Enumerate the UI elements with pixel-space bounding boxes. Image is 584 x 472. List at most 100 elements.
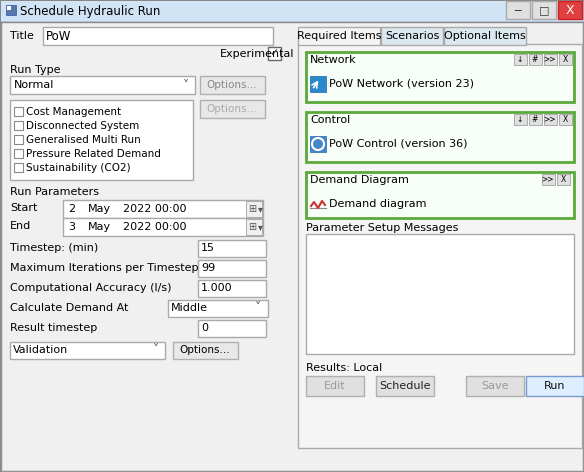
Bar: [298, 27, 380, 45]
Text: X: X: [562, 115, 568, 124]
Text: Title: Title: [10, 31, 34, 41]
Text: ˅: ˅: [255, 302, 261, 314]
Bar: [63, 200, 263, 218]
Bar: [10, 100, 193, 180]
Text: ↓: ↓: [517, 115, 523, 124]
Text: Computational Accuracy (l/s): Computational Accuracy (l/s): [10, 283, 172, 293]
Bar: [268, 47, 281, 60]
Text: Demand Diagram: Demand Diagram: [310, 175, 409, 185]
Text: Options...: Options...: [180, 345, 230, 355]
Text: Normal: Normal: [14, 80, 54, 90]
Text: 2: 2: [68, 204, 75, 214]
Text: Scenarios: Scenarios: [385, 31, 439, 41]
Bar: [559, 114, 572, 125]
Bar: [529, 54, 542, 65]
Bar: [7, 6, 11, 10]
Text: ˅: ˅: [153, 344, 159, 356]
Text: Calculate Demand At: Calculate Demand At: [10, 303, 128, 313]
Text: Cost Management: Cost Management: [26, 107, 121, 117]
Text: ✓: ✓: [269, 48, 279, 58]
Text: >>: >>: [542, 175, 554, 184]
Bar: [246, 201, 262, 217]
Text: Result timestep: Result timestep: [10, 323, 98, 333]
Bar: [544, 54, 557, 65]
Text: Run Parameters: Run Parameters: [10, 187, 99, 197]
Bar: [173, 342, 238, 359]
Text: X: X: [566, 3, 574, 17]
Text: Maximum Iterations per Timestep: Maximum Iterations per Timestep: [10, 263, 199, 273]
Bar: [6, 5, 16, 15]
Bar: [544, 114, 557, 125]
Text: Schedule: Schedule: [379, 381, 431, 391]
Bar: [306, 376, 364, 396]
Text: ˅: ˅: [183, 78, 189, 92]
Circle shape: [312, 138, 324, 150]
Text: Run: Run: [544, 381, 566, 391]
Bar: [529, 114, 542, 125]
Text: #: #: [532, 115, 538, 124]
Text: Control: Control: [310, 115, 350, 125]
Bar: [514, 114, 527, 125]
Text: ↓: ↓: [517, 54, 523, 64]
Text: >>: >>: [544, 115, 556, 124]
Bar: [200, 100, 265, 118]
Text: May: May: [88, 222, 111, 232]
Bar: [514, 54, 527, 65]
Bar: [14, 135, 23, 144]
Text: ⊞: ⊞: [248, 204, 256, 214]
Bar: [542, 174, 555, 185]
Text: 2022 00:00: 2022 00:00: [123, 222, 186, 232]
Bar: [14, 121, 23, 130]
Text: Demand diagram: Demand diagram: [329, 199, 426, 209]
Text: Schedule Hydraulic Run: Schedule Hydraulic Run: [20, 5, 161, 17]
Bar: [559, 54, 572, 65]
Text: 2022 00:00: 2022 00:00: [123, 204, 186, 214]
Text: Run Type: Run Type: [10, 65, 61, 75]
Text: 3: 3: [68, 222, 75, 232]
Bar: [1, 1, 583, 21]
Text: Network: Network: [310, 55, 357, 65]
Text: Save: Save: [481, 381, 509, 391]
Text: PoW: PoW: [46, 29, 71, 42]
Bar: [298, 44, 582, 448]
Bar: [381, 27, 443, 45]
Text: 99: 99: [201, 263, 215, 273]
Text: 1.000: 1.000: [201, 283, 232, 293]
Bar: [198, 240, 266, 257]
Text: Results: Local: Results: Local: [306, 363, 383, 373]
Text: ▾: ▾: [258, 222, 262, 232]
Text: Generalised Multi Run: Generalised Multi Run: [26, 135, 141, 145]
Text: Options...: Options...: [207, 80, 258, 90]
Text: #: #: [532, 54, 538, 64]
Text: May: May: [88, 204, 111, 214]
Text: X: X: [562, 54, 568, 64]
Text: Options...: Options...: [207, 104, 258, 114]
Bar: [444, 27, 526, 45]
Text: Edit: Edit: [324, 381, 346, 391]
Bar: [306, 172, 574, 218]
Bar: [198, 320, 266, 337]
Text: Experimental: Experimental: [220, 49, 294, 59]
Text: Validation: Validation: [13, 345, 68, 355]
Bar: [200, 76, 265, 94]
Bar: [310, 76, 326, 92]
Text: ─: ─: [515, 5, 522, 15]
Bar: [532, 1, 556, 19]
Bar: [506, 1, 530, 19]
Text: >>: >>: [544, 54, 556, 64]
Bar: [14, 107, 23, 116]
Bar: [198, 280, 266, 297]
Bar: [557, 174, 570, 185]
Text: Disconnected System: Disconnected System: [26, 121, 139, 131]
Text: Pressure Related Demand: Pressure Related Demand: [26, 149, 161, 159]
Bar: [10, 76, 195, 94]
Text: ▾: ▾: [258, 204, 262, 214]
Text: Optional Items: Optional Items: [444, 31, 526, 41]
Text: 15: 15: [201, 243, 215, 253]
Bar: [526, 376, 584, 396]
Text: X: X: [561, 175, 566, 184]
Bar: [0, 0, 584, 22]
Bar: [306, 234, 574, 354]
Text: Start: Start: [10, 203, 37, 213]
Bar: [558, 1, 582, 19]
